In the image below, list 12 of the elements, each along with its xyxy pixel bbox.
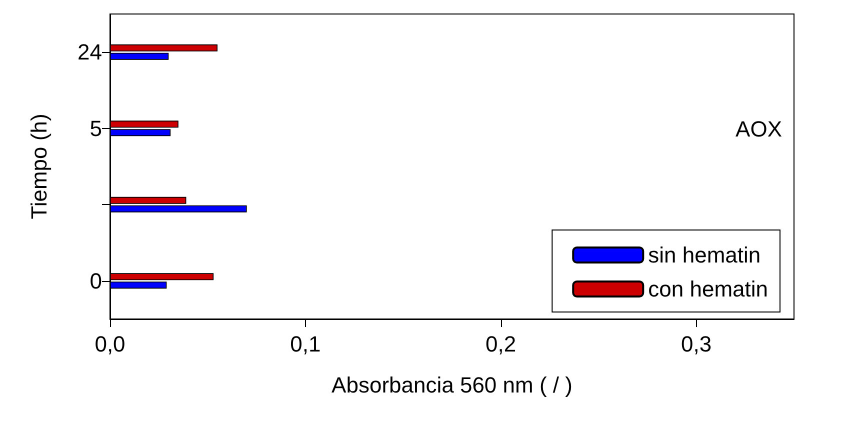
y-tick-label: 24 [78, 40, 102, 65]
x-axis-title: Absorbancia 560 nm ( / ) [332, 372, 572, 398]
annotation: AOX [736, 116, 782, 142]
legend-label: con hematin [648, 276, 768, 302]
y-tick-label: 0 [90, 268, 102, 294]
x-tick-label: 0,1 [290, 332, 321, 356]
x-tick-label: 0,3 [680, 332, 712, 356]
y-axis-title: Tiempo (h) [26, 114, 52, 220]
legend-label: sin hematin [648, 242, 761, 268]
x-tick-label: 0,0 [94, 332, 126, 356]
y-tick-label: 5 [90, 116, 102, 141]
x-tick-label: 0,2 [486, 332, 516, 356]
